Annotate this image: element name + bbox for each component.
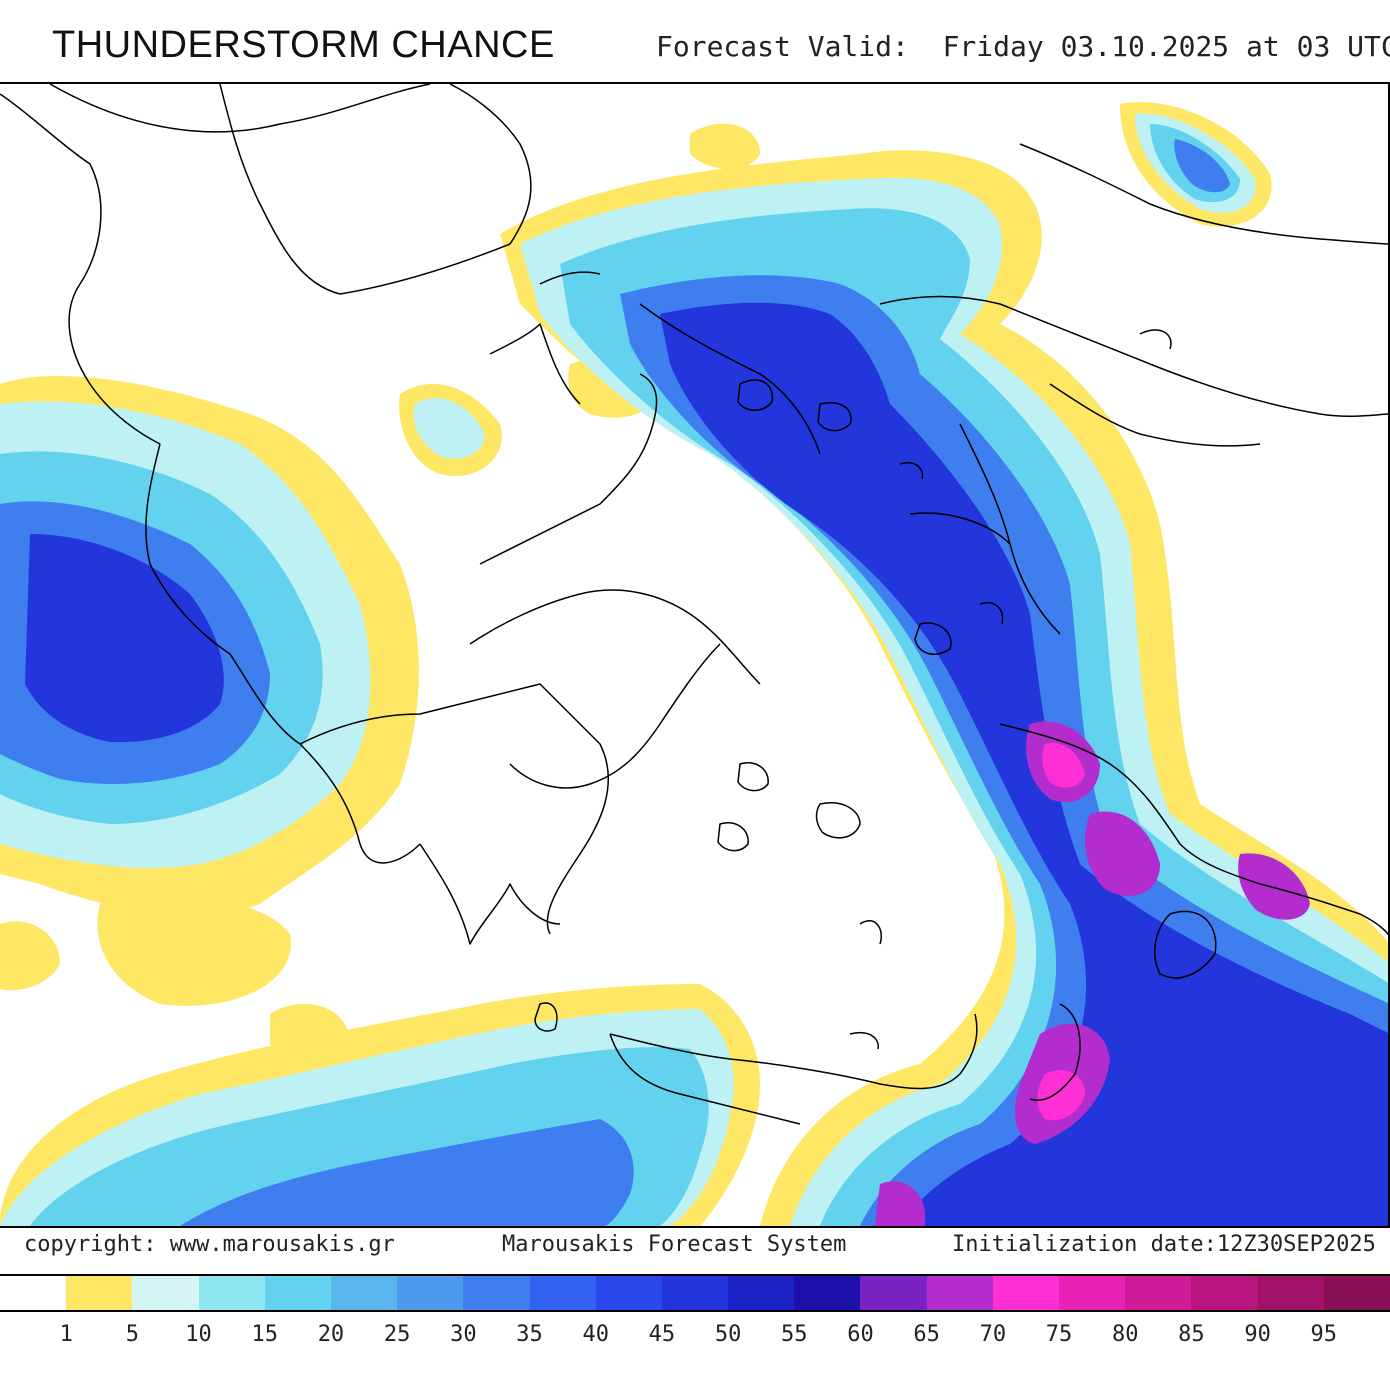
legend-swatch bbox=[661, 1276, 729, 1310]
legend-swatch bbox=[132, 1276, 199, 1310]
map-panel bbox=[0, 82, 1390, 1228]
legend-tick-label: 35 bbox=[516, 1322, 543, 1347]
legend-swatch bbox=[330, 1276, 398, 1310]
legend-swatch bbox=[0, 1276, 67, 1310]
legend-tick-label: 95 bbox=[1310, 1322, 1338, 1347]
legend-swatch bbox=[1059, 1276, 1126, 1310]
legend-swatch bbox=[794, 1276, 861, 1310]
legend-swatch bbox=[728, 1276, 795, 1310]
legend-swatch bbox=[463, 1276, 530, 1310]
legend-tick-label: 50 bbox=[714, 1322, 742, 1347]
copyright-text: copyright: www.marousakis.gr bbox=[24, 1232, 395, 1257]
legend-tick-label: 70 bbox=[979, 1322, 1007, 1347]
legend-tick-label: 40 bbox=[582, 1322, 609, 1347]
legend-tick-label: 80 bbox=[1111, 1322, 1139, 1347]
legend-swatch bbox=[1323, 1276, 1390, 1310]
legend-swatch bbox=[595, 1276, 662, 1310]
legend-tick-label: 10 bbox=[185, 1322, 212, 1347]
legend-tick-label: 30 bbox=[450, 1322, 477, 1347]
legend-swatch bbox=[1257, 1276, 1324, 1310]
legend-swatch bbox=[529, 1276, 596, 1310]
legend-labels: 1 5 10 15 20 25 30 35 40 45 50 55 60 65 70 75 80 85 90 95 bbox=[0, 1322, 1390, 1352]
legend-tick-label: 20 bbox=[317, 1322, 345, 1347]
legend-tick-label: 25 bbox=[383, 1322, 411, 1347]
legend-tick-label: 75 bbox=[1045, 1322, 1073, 1347]
legend-swatch bbox=[926, 1276, 993, 1310]
legend-swatch bbox=[1191, 1276, 1258, 1310]
legend-swatch bbox=[860, 1276, 927, 1310]
legend-tick-label: 85 bbox=[1178, 1322, 1205, 1347]
probability-50-band bbox=[25, 302, 1388, 1226]
probability-75-band bbox=[1037, 743, 1085, 1121]
legend-tick-label: 5 bbox=[125, 1322, 139, 1347]
legend-swatch bbox=[397, 1276, 464, 1310]
legend-swatch bbox=[1125, 1276, 1192, 1310]
legend-swatch bbox=[992, 1276, 1059, 1310]
legend-swatch bbox=[66, 1276, 133, 1310]
coastlines-borders bbox=[0, 84, 1388, 1125]
forecast-valid-text: Forecast Valid: Friday 03.10.2025 at 03 … bbox=[656, 30, 1390, 63]
legend-tick-label: 90 bbox=[1244, 1322, 1271, 1347]
system-name-text: Marousakis Forecast System bbox=[502, 1232, 847, 1257]
map-title: THUNDERSTORM CHANCE bbox=[52, 24, 555, 66]
legend-tick-label: 60 bbox=[847, 1322, 874, 1347]
forecast-map bbox=[0, 84, 1388, 1226]
legend-swatch bbox=[198, 1276, 265, 1310]
legend-tick-label: 1 bbox=[59, 1322, 73, 1347]
legend-tick-label: 45 bbox=[648, 1322, 676, 1347]
legend-tick-label: 15 bbox=[251, 1322, 279, 1347]
legend-tick-label: 55 bbox=[781, 1322, 808, 1347]
initialization-date-text: Initialization date:12Z30SEP2025 bbox=[952, 1232, 1376, 1257]
color-legend bbox=[0, 1274, 1390, 1312]
legend-swatch bbox=[264, 1276, 331, 1310]
legend-tick-label: 65 bbox=[913, 1322, 940, 1347]
